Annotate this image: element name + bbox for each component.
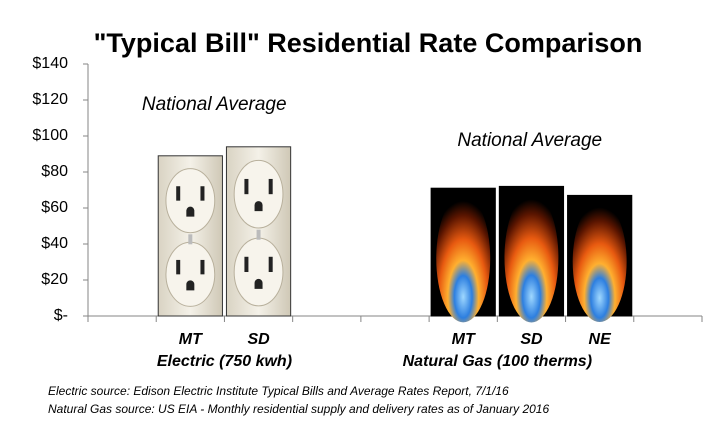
flame <box>504 192 559 323</box>
screw <box>256 229 261 240</box>
group-label: Natural Gas (100 therms) <box>403 353 592 370</box>
x-tick-label: SD <box>247 331 270 348</box>
y-tick-label: $- <box>54 307 68 324</box>
x-tick-label: SD <box>520 331 543 348</box>
outlet-face <box>233 159 284 307</box>
flame <box>436 194 491 323</box>
slot <box>176 186 181 201</box>
slot <box>254 201 263 212</box>
y-tick-label: $120 <box>32 91 68 108</box>
socket <box>233 237 284 307</box>
source-note: Natural Gas source: US EIA - Monthly res… <box>48 402 549 416</box>
x-tick-label: MT <box>452 331 476 348</box>
y-tick-label: $80 <box>41 163 68 180</box>
y-tick-label: $40 <box>41 235 68 252</box>
slot <box>254 278 263 289</box>
y-tick-label: $140 <box>32 55 68 72</box>
y-tick-label: $20 <box>41 271 68 288</box>
slot <box>200 186 205 201</box>
y-tick-label: $60 <box>41 199 68 216</box>
socket <box>233 159 284 229</box>
x-tick-label: NE <box>589 331 613 348</box>
slot <box>186 206 195 217</box>
outlet-face <box>165 168 216 307</box>
socket <box>165 168 216 234</box>
source-note: Electric source: Edison Electric Institu… <box>48 384 509 398</box>
y-tick-label: $100 <box>32 127 68 144</box>
slot <box>244 178 249 195</box>
socket <box>165 241 216 307</box>
slot <box>176 259 181 275</box>
group-label: Electric (750 kwh) <box>157 353 292 370</box>
average-label: National Average <box>457 130 602 151</box>
average-label: National Average <box>142 94 287 115</box>
slot <box>186 280 195 291</box>
flame <box>572 201 627 323</box>
slot <box>244 256 249 273</box>
slot <box>268 178 273 195</box>
screw <box>188 234 193 245</box>
chart-title: "Typical Bill" Residential Rate Comparis… <box>94 28 643 58</box>
slot <box>200 259 205 275</box>
slot <box>268 256 273 273</box>
x-tick-label: MT <box>179 331 203 348</box>
